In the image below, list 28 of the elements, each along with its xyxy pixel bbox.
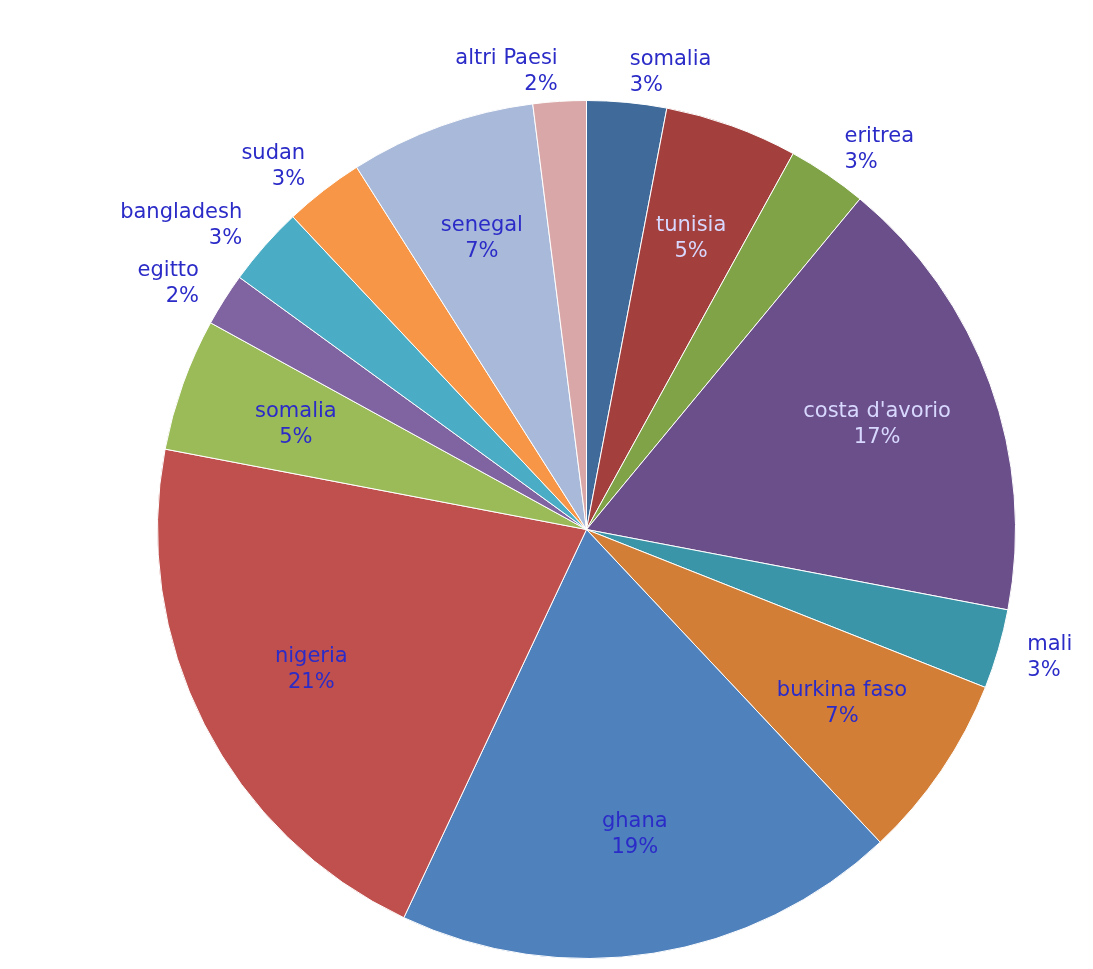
data-label: 5%: [279, 424, 313, 449]
data-label: 2%: [524, 70, 558, 95]
slice-label: bangladesh: [120, 199, 243, 224]
data-label: 3%: [629, 71, 664, 96]
data-label: 3%: [844, 149, 878, 174]
slice-label: altri Paesi: [455, 44, 558, 69]
slice-label: sudan: [241, 140, 306, 165]
data-label: 19%: [611, 834, 659, 859]
data-label: 3%: [271, 166, 306, 191]
slice-label: ghana: [601, 808, 668, 833]
data-label: 5%: [674, 238, 708, 263]
data-label: 7%: [825, 702, 859, 727]
data-label: 7%: [465, 238, 499, 263]
slice-label: costa d'avorio: [803, 398, 951, 423]
data-label: 17%: [853, 424, 901, 449]
data-label: 21%: [287, 669, 335, 694]
slice-label: tunisia: [655, 212, 727, 237]
data-label: 2%: [165, 283, 199, 308]
slice-label: senegal: [440, 212, 523, 237]
slice-label: nigeria: [274, 643, 348, 668]
slice-label: egitto: [137, 257, 199, 282]
slice-label: mali: [1027, 631, 1073, 656]
data-label: 3%: [1027, 657, 1061, 682]
slice-label: somalia: [255, 398, 337, 423]
slice-label: somalia: [629, 45, 712, 70]
data-label: 3%: [208, 225, 243, 250]
slice-label: eritrea: [844, 123, 915, 148]
slice-label: burkina faso: [776, 676, 908, 701]
